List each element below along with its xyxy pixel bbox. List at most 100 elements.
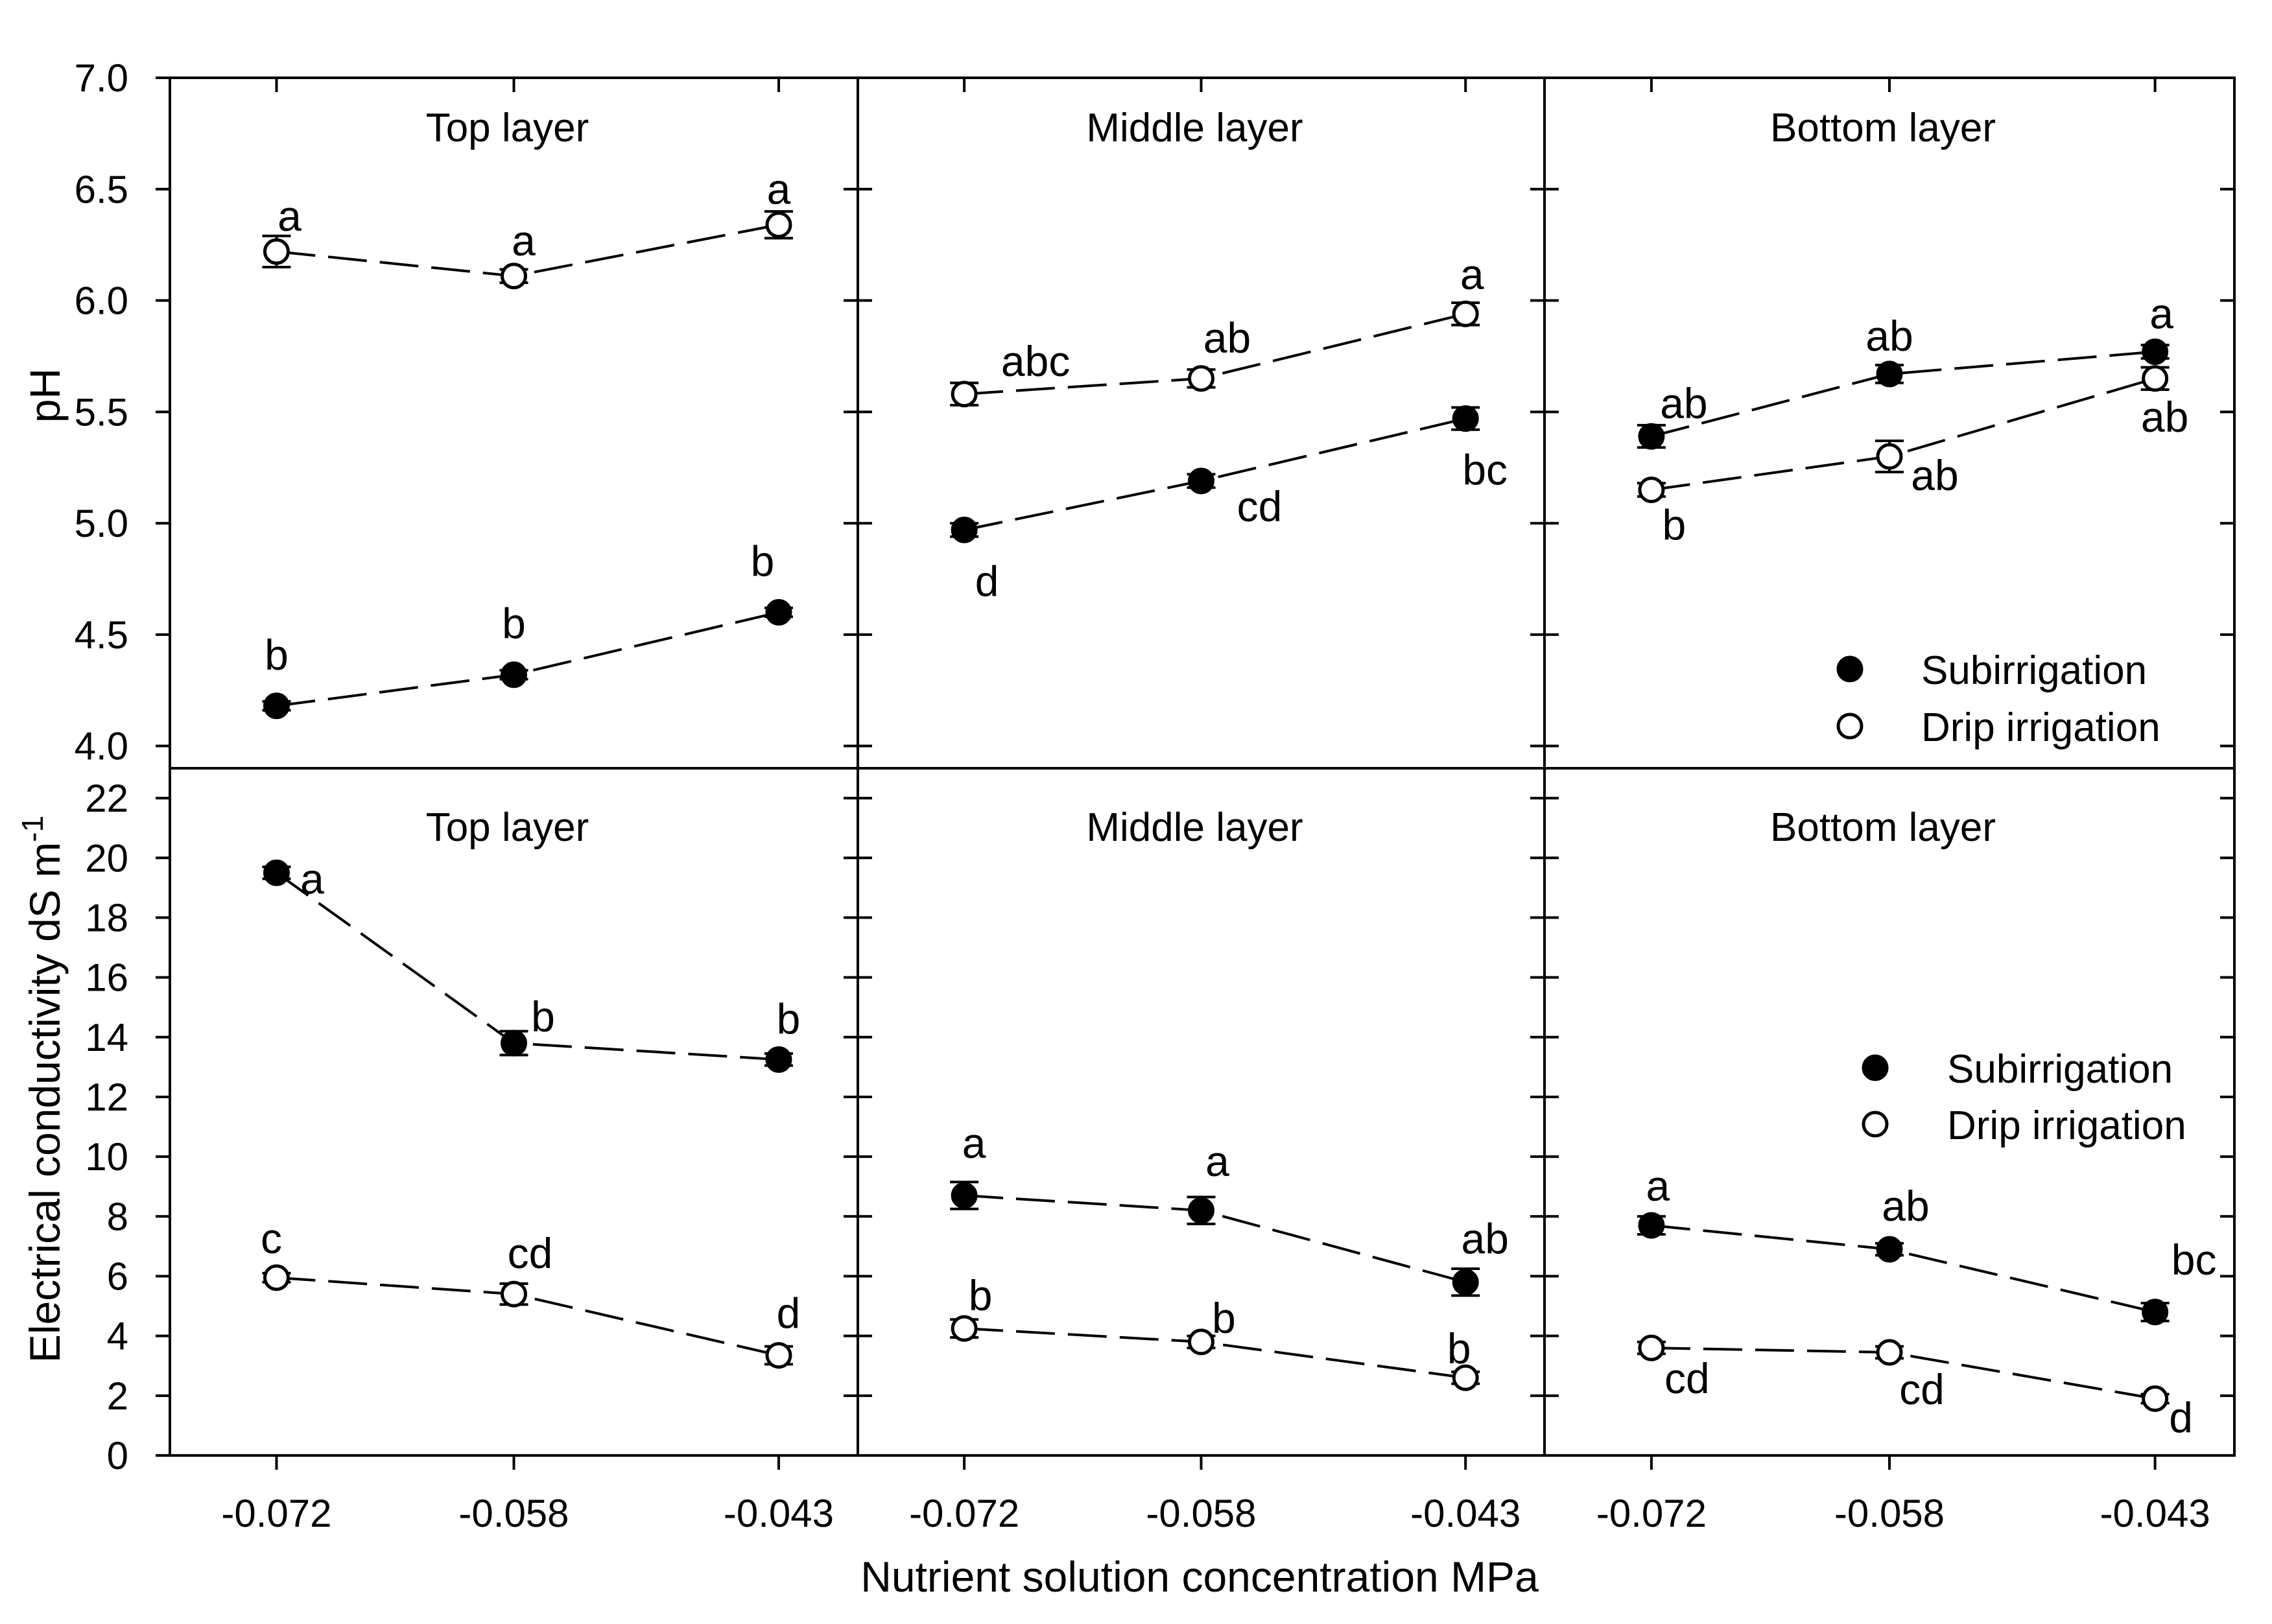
ec-top-layer-subirrigation-letter: a — [300, 854, 324, 902]
ec-top-layer-drip-irrigation-letter: c — [261, 1214, 282, 1262]
ec-middle-layer-subirrigation-letter: a — [962, 1119, 986, 1167]
ph-bottom-layer-drip-irrigation-point — [1876, 443, 1903, 470]
ph-bottom-layer-subirrigation-letter: a — [2149, 290, 2173, 338]
ec-bottom-layer-subirrigation-point — [1876, 1236, 1903, 1263]
ec-y-tick-label: 8 — [107, 1195, 128, 1238]
ph-middle-layer-subirrigation-letter: bc — [1462, 446, 1508, 494]
ph-middle-layer-drip-irrigation-letter: abc — [1001, 337, 1070, 385]
ph-bottom-layer-subirrigation-point — [1876, 360, 1903, 388]
ph-top-layer-subirrigation-point — [501, 661, 527, 688]
ec-bottom-layer-drip-irrigation-letter: d — [2169, 1393, 2193, 1441]
legend-ec: Subirrigation Drip irrigation — [1862, 1047, 2186, 1148]
legend-ec-subirrigation-label: Subirrigation — [1947, 1047, 2173, 1092]
ec-bottom-layer-drip-irrigation-letter: cd — [1899, 1365, 1945, 1413]
ph-y-tick-label: 5.5 — [75, 390, 128, 434]
ec-top-layer-drip-irrigation-point — [765, 1342, 792, 1369]
ec-middle-layer-subirrigation-point — [1452, 1269, 1479, 1296]
ec-bottom-layer-subirrigation-point — [1638, 1212, 1665, 1239]
ph-top-layer-subirrigation-point — [765, 599, 792, 626]
ph-middle-layer-title: Middle layer — [1086, 106, 1303, 150]
x-axis-title: Nutrient solution concentration MPa — [860, 1553, 1539, 1601]
x-tick-label: -0.058 — [1834, 1492, 1945, 1535]
x-tick-label: -0.058 — [1146, 1492, 1256, 1535]
ec-top-layer-subirrigation-letter: b — [531, 993, 555, 1041]
ec-y-tick-label: 18 — [85, 896, 128, 939]
ec-top-layer-title: Top layer — [426, 805, 589, 850]
ec-top-layer-drip-irrigation-letter: d — [777, 1289, 801, 1337]
ec-y-tick-label: 12 — [85, 1076, 128, 1119]
ph-y-tick-label: 5.0 — [75, 502, 128, 545]
legend-ph-subirrigation-marker — [1836, 655, 1864, 683]
ec-top-layer-subirrigation-point — [501, 1030, 527, 1057]
ph-y-tick-label: 4.5 — [75, 613, 128, 657]
ec-middle-layer-drip-irrigation-point — [951, 1315, 978, 1342]
legend-ec-subirrigation-marker — [1862, 1054, 1889, 1081]
ph-y-tick-label: 6.5 — [75, 168, 128, 211]
ec-bottom-layer-drip-irrigation-point — [1876, 1339, 1903, 1366]
ph-middle-layer-subirrigation-point — [951, 516, 978, 543]
ec-y-tick-label: 4 — [107, 1315, 128, 1358]
ph-top-layer-title: Top layer — [426, 106, 589, 150]
ec-top-layer-drip-irrigation-letter: cd — [508, 1229, 553, 1277]
ec-bottom-layer-subirrigation-letter: a — [1646, 1162, 1670, 1210]
ph-y-tick-label: 7.0 — [75, 56, 128, 100]
ph-bottom-layer-drip-irrigation-point — [2142, 365, 2169, 392]
ec-y-tick-label: 10 — [85, 1135, 128, 1179]
ph-middle-layer-drip-irrigation-point — [1452, 300, 1479, 327]
ph-y-tick-label: 4.0 — [75, 725, 128, 768]
ec-top-layer-subirrigation-point — [765, 1046, 792, 1073]
ph-bottom-layer-drip-irrigation-letter: ab — [2141, 393, 2188, 441]
ec-middle-layer-drip-irrigation-letter: b — [969, 1271, 993, 1319]
ec-bottom-layer-drip-irrigation-letter: cd — [1664, 1354, 1710, 1402]
x-tick-label: -0.072 — [909, 1492, 1019, 1535]
ec-middle-layer-drip-irrigation-letter: b — [1447, 1324, 1471, 1372]
ph-middle-layer-subirrigation-letter: d — [975, 557, 999, 605]
ec-y-tick-label: 14 — [85, 1016, 128, 1059]
ph-middle-layer-drip-irrigation-letter: ab — [1203, 314, 1251, 362]
ec-bottom-layer-subirrigation-point — [2142, 1299, 2169, 1326]
ec-middle-layer-drip-irrigation-letter: b — [1212, 1294, 1236, 1342]
legend-ph-subirrigation-label: Subirrigation — [1921, 648, 2147, 693]
ec-top-layer-subirrigation-point — [263, 859, 290, 886]
x-tick-label: -0.058 — [458, 1492, 569, 1535]
ph-middle-layer-subirrigation-point — [1452, 405, 1479, 432]
axis-ticks: 4.0 4.5 5.0 5.5 6.0 6.5 7.0 0 2 4 6 8 10 12 14 16 18 20 22… — [75, 56, 2234, 1535]
ph-middle-layer-drip-irrigation-letter: a — [1460, 250, 1484, 298]
ec-axis-title-sup: -1 — [16, 816, 49, 842]
ph-top-layer-drip-irrigation-point — [765, 211, 792, 239]
ph-bottom-layer-subirrigation-point — [2142, 338, 2169, 366]
ec-y-tick-label: 0 — [107, 1434, 128, 1477]
x-tick-label: -0.072 — [221, 1492, 331, 1535]
ph-top-layer-subirrigation-letter: b — [502, 600, 526, 648]
ec-y-tick-label: 20 — [85, 836, 128, 880]
legend-ec-drip-marker — [1862, 1111, 1889, 1138]
ph-bottom-layer-title: Bottom layer — [1770, 106, 1996, 150]
legend-ph-drip-label: Drip irrigation — [1921, 705, 2160, 750]
ph-bottom-layer-drip-irrigation-point — [1638, 477, 1665, 504]
ph-top-layer-drip-irrigation-letter: a — [767, 165, 791, 213]
ph-bottom-layer-subirrigation-letter: ab — [1865, 312, 1913, 360]
ph-y-tick-label: 6.0 — [75, 279, 128, 323]
x-tick-label: -0.043 — [724, 1492, 834, 1535]
ec-bottom-layer-title: Bottom layer — [1770, 805, 1996, 850]
ph-top-layer-subirrigation-letter: b — [265, 631, 289, 679]
legend-ec-drip-label: Drip irrigation — [1947, 1103, 2186, 1148]
ec-middle-layer-drip-irrigation-point — [1452, 1364, 1479, 1391]
ec-y-tick-label: 22 — [85, 777, 128, 820]
ph-top-layer-drip-irrigation-letter: a — [278, 192, 302, 240]
ec-middle-layer-subirrigation-letter: a — [1205, 1137, 1229, 1185]
ec-middle-layer-subirrigation-point — [951, 1182, 978, 1209]
x-tick-label: -0.043 — [1410, 1492, 1521, 1535]
ph-middle-layer-drip-irrigation-point — [1188, 365, 1214, 392]
ec-middle-layer-drip-irrigation-point — [1188, 1328, 1214, 1356]
ec-y-tick-label: 6 — [107, 1254, 128, 1298]
ec-top-layer-subirrigation-letter: b — [777, 994, 801, 1042]
ec-axis-title: Electrical conductivity dS m-1 — [16, 816, 69, 1363]
ph-bottom-layer-subirrigation-point — [1638, 423, 1665, 450]
ph-bottom-layer-drip-irrigation-letter: b — [1663, 501, 1686, 549]
ph-middle-layer-subirrigation-letter: cd — [1237, 482, 1283, 530]
ph-bottom-layer-subirrigation-letter: ab — [1660, 379, 1707, 427]
